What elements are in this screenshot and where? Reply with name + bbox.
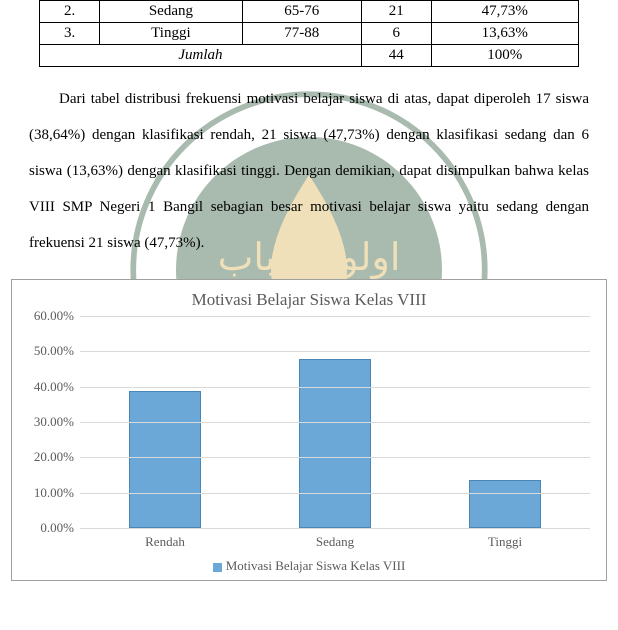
grid-line [80, 316, 590, 317]
bar-column [420, 480, 590, 528]
cell-interval: 65-76 [242, 1, 361, 23]
cell-jumlah-label: Jumlah [40, 45, 362, 67]
bar [129, 391, 201, 528]
frekuensi-table: 2. Sedang 65-76 21 47,73% 3. Tinggi 77-8… [39, 0, 579, 67]
bar [469, 480, 541, 528]
cell-jumlah-frek: 44 [361, 45, 431, 67]
cell-persen: 47,73% [431, 1, 578, 23]
y-tick-label: 0.00% [18, 520, 74, 536]
chart-plot-area: 0.00%10.00%20.00%30.00%40.00%50.00%60.00… [80, 316, 590, 528]
bar-column [250, 359, 420, 528]
chart-title: Motivasi Belajar Siswa Kelas VIII [18, 290, 600, 310]
x-tick-label: Sedang [250, 534, 420, 550]
x-tick-label: Tinggi [420, 534, 590, 550]
cell-jumlah-persen: 100% [431, 45, 578, 67]
grid-line [80, 457, 590, 458]
cell-kategori: Sedang [100, 1, 242, 23]
table-row: 3. Tinggi 77-88 6 13,63% [40, 23, 579, 45]
cell-no: 2. [40, 1, 100, 23]
y-tick-label: 40.00% [18, 379, 74, 395]
legend-swatch-icon [213, 563, 222, 572]
grid-line [80, 422, 590, 423]
grid-line [80, 528, 590, 529]
bar-column [80, 391, 250, 528]
x-tick-label: Rendah [80, 534, 250, 550]
grid-line [80, 387, 590, 388]
y-tick-label: 50.00% [18, 343, 74, 359]
motivasi-chart: Motivasi Belajar Siswa Kelas VIII 0.00%1… [11, 279, 607, 581]
legend-label: Motivasi Belajar Siswa Kelas VIII [226, 558, 406, 573]
y-tick-label: 10.00% [18, 485, 74, 501]
cell-frek: 6 [361, 23, 431, 45]
grid-line [80, 351, 590, 352]
description-paragraph: Dari tabel distribusi frekuensi motivasi… [29, 81, 589, 261]
y-tick-label: 30.00% [18, 414, 74, 430]
table-row: 2. Sedang 65-76 21 47,73% [40, 1, 579, 23]
cell-kategori: Tinggi [100, 23, 242, 45]
table-row-jumlah: Jumlah 44 100% [40, 45, 579, 67]
grid-line [80, 493, 590, 494]
cell-frek: 21 [361, 1, 431, 23]
cell-no: 3. [40, 23, 100, 45]
y-tick-label: 60.00% [18, 308, 74, 324]
bar [299, 359, 371, 528]
cell-interval: 77-88 [242, 23, 361, 45]
chart-legend: Motivasi Belajar Siswa Kelas VIII [18, 550, 600, 574]
cell-persen: 13,63% [431, 23, 578, 45]
y-tick-label: 20.00% [18, 449, 74, 465]
chart-x-labels: RendahSedangTinggi [80, 528, 590, 550]
